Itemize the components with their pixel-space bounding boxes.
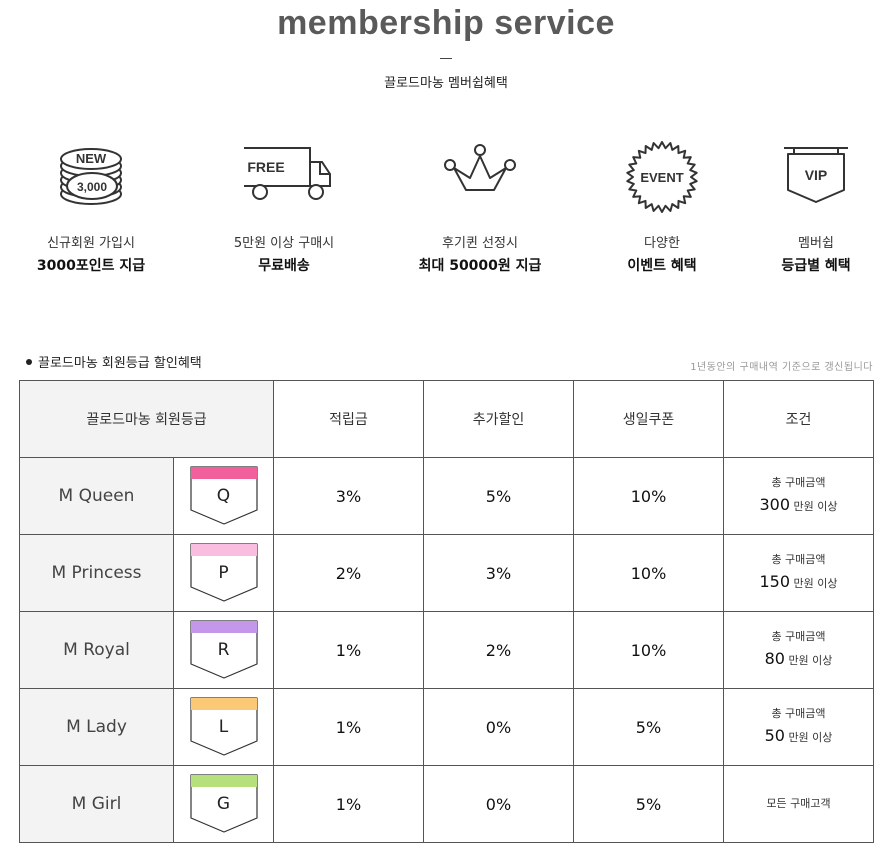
condition-label: 총 구매금액 <box>771 707 826 721</box>
event-seal-icon: EVENT <box>626 141 698 213</box>
benefit-line2: 등급별 혜택 <box>781 258 851 274</box>
discount-rate: 5% <box>423 457 574 535</box>
condition-amount: 300 <box>759 495 791 514</box>
bullet-icon <box>26 358 32 365</box>
grade-badge-cell: G <box>173 765 274 843</box>
benefit-new-member: NEW 3,000 신규회원 가입시 3000포인트 지급 <box>2 140 180 275</box>
condition-unit: 모든 구매고객 <box>766 797 831 811</box>
points-rate: 2% <box>273 534 424 612</box>
svg-text:VIP: VIP <box>805 167 828 183</box>
header-coupon: 생일쿠폰 <box>573 380 724 458</box>
grade-badge-icon: Q <box>189 466 258 526</box>
grade-condition: 모든 구매고객 <box>723 765 874 843</box>
benefit-line2: 3000포인트 지급 <box>36 258 146 274</box>
section-note: 1년동안의 구매내역 기준으로 갱신됩니다 <box>690 362 873 373</box>
grade-badge-icon: R <box>189 620 258 680</box>
benefit-line1: 멤버쉽 <box>798 236 834 251</box>
page-subtitle: 끌로드마농 멤버쉽혜택 <box>384 76 508 91</box>
discount-rate: 0% <box>423 688 574 766</box>
svg-text:EVENT: EVENT <box>640 170 683 185</box>
grade-letter: L <box>218 717 229 737</box>
points-rate: 1% <box>273 765 424 843</box>
grade-badge-icon: L <box>189 697 258 757</box>
grade-letter: R <box>217 640 230 660</box>
grade-badge-cell: P <box>173 534 274 612</box>
grade-letter: Q <box>216 486 231 506</box>
grade-name: M Princess <box>19 534 174 612</box>
grade-name: M Girl <box>19 765 174 843</box>
discount-rate: 2% <box>423 611 574 689</box>
benefit-line1: 다양한 <box>644 236 680 251</box>
grade-badge-cell: L <box>173 688 274 766</box>
condition-amount: 80 <box>764 649 785 668</box>
condition-unit: 만원 이상 <box>788 654 833 667</box>
table-row: M Queen Q 3% 5% 10% 총 구매금액 300 만원 이상 <box>19 457 874 535</box>
grade-badge-cell: R <box>173 611 274 689</box>
page-title: membership service <box>277 4 615 42</box>
table-row: M Lady L 1% 0% 5% 총 구매금액 50 만원 이상 <box>19 688 874 766</box>
benefit-line1: 신규회원 가입시 <box>47 236 135 251</box>
grade-badge-icon: P <box>189 543 258 603</box>
birthday-coupon: 10% <box>573 457 724 535</box>
condition-unit: 만원 이상 <box>788 731 833 744</box>
benefit-vip: VIP 멤버쉽 등급별 혜택 <box>727 140 892 275</box>
grade-name: M Lady <box>19 688 174 766</box>
points-rate: 1% <box>273 611 424 689</box>
condition-amount: 150 <box>759 572 791 591</box>
grade-condition: 총 구매금액 80 만원 이상 <box>723 611 874 689</box>
benefit-line2: 무료배송 <box>258 258 310 274</box>
benefit-line1: 후기퀸 선정시 <box>442 236 518 251</box>
condition-label: 총 구매금액 <box>771 476 826 490</box>
points-rate: 3% <box>273 457 424 535</box>
table-header-row: 끌로드마농 회원등급 적립금 추가할인 생일쿠폰 조건 <box>19 380 874 458</box>
truck-icon: FREE <box>244 147 331 200</box>
grade-name: M Queen <box>19 457 174 535</box>
points-rate: 1% <box>273 688 424 766</box>
grade-condition: 총 구매금액 50 만원 이상 <box>723 688 874 766</box>
header-discount: 추가할인 <box>423 380 574 458</box>
discount-rate: 0% <box>423 765 574 843</box>
benefit-line1: 5만원 이상 구매시 <box>233 236 335 251</box>
benefit-line2: 최대 50000원 지급 <box>418 258 542 274</box>
birthday-coupon: 10% <box>573 611 724 689</box>
condition-amount: 50 <box>764 726 785 745</box>
header-condition: 조건 <box>723 380 874 458</box>
benefit-event: EVENT 다양한 이벤트 혜택 <box>573 140 751 275</box>
grade-condition: 총 구매금액 150 만원 이상 <box>723 534 874 612</box>
svg-text:FREE: FREE <box>247 159 284 175</box>
birthday-coupon: 10% <box>573 534 724 612</box>
grade-letter: P <box>218 563 229 583</box>
coin-stack-icon: NEW 3,000 <box>60 148 122 205</box>
condition-label: 총 구매금액 <box>771 553 826 567</box>
grade-letter: G <box>216 794 231 814</box>
table-row: M Girl G 1% 0% 5% 모든 구매고객 <box>19 765 874 843</box>
condition-unit: 만원 이상 <box>793 500 838 513</box>
benefit-free-shipping: FREE 5만원 이상 구매시 무료배송 <box>195 140 373 275</box>
discount-rate: 3% <box>423 534 574 612</box>
svg-text:NEW: NEW <box>76 151 107 166</box>
table-row: M Princess P 2% 3% 10% 총 구매금액 150 만원 이상 <box>19 534 874 612</box>
grade-badge-icon: G <box>189 774 258 834</box>
membership-grade-table: 끌로드마농 회원등급 적립금 추가할인 생일쿠폰 조건 M Queen Q 3% 5%… <box>19 380 874 843</box>
grade-name: M Royal <box>19 611 174 689</box>
grade-badge-cell: Q <box>173 457 274 535</box>
birthday-coupon: 5% <box>573 688 724 766</box>
section-title: 끌로드마농 회원등급 할인혜택 <box>26 352 202 371</box>
table-row: M Royal R 1% 2% 10% 총 구매금액 80 만원 이상 <box>19 611 874 689</box>
condition-label: 총 구매금액 <box>771 630 826 644</box>
condition-unit: 만원 이상 <box>793 577 838 590</box>
grade-condition: 총 구매금액 300 만원 이상 <box>723 457 874 535</box>
header-grade: 끌로드마농 회원등급 <box>19 380 274 458</box>
benefit-line2: 이벤트 혜택 <box>627 258 697 274</box>
title-divider <box>440 58 452 59</box>
benefit-review-queen: 후기퀸 선정시 최대 50000원 지급 <box>391 140 569 275</box>
svg-text:3,000: 3,000 <box>77 180 107 194</box>
header-points: 적립금 <box>273 380 424 458</box>
birthday-coupon: 5% <box>573 765 724 843</box>
vip-sign-icon: VIP <box>784 147 848 203</box>
crown-icon <box>444 144 516 191</box>
